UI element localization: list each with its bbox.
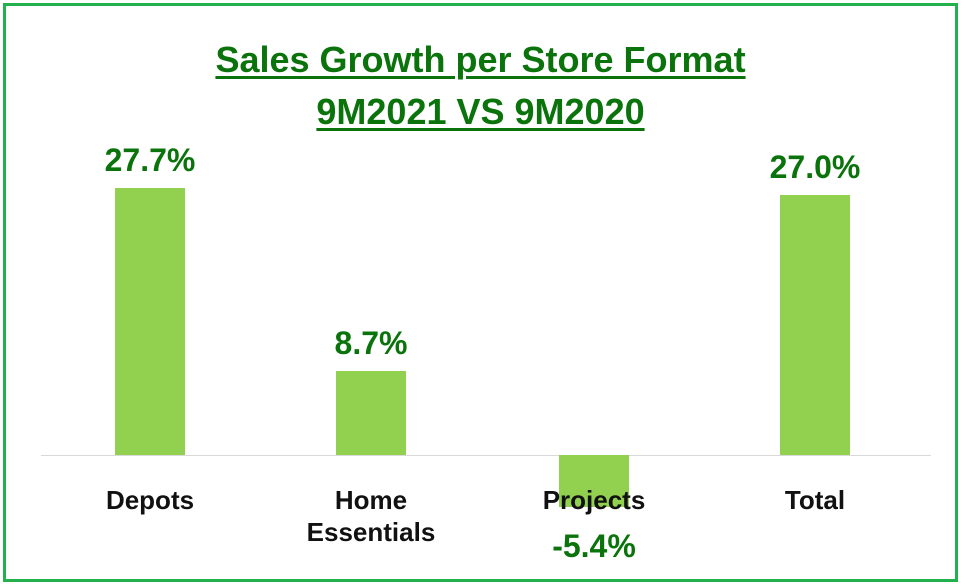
chart-title: Sales Growth per Store Format: [215, 39, 746, 80]
bar: [115, 188, 185, 455]
data-label: 8.7%: [334, 325, 408, 362]
bar: [559, 455, 629, 508]
baseline: [41, 455, 931, 456]
x-tick-label: Total: [784, 485, 846, 515]
data-label: 27.7%: [104, 142, 196, 178]
x-tick-label: Depots: [105, 485, 195, 515]
x-tick-label: Projects: [542, 485, 646, 515]
data-label: -5.4%: [552, 528, 636, 564]
x-tick-label: Home Essentials: [306, 485, 436, 547]
chart: Sales Growth per Store Format 9M2021 VS …: [3, 3, 958, 582]
bar: [336, 371, 406, 455]
chart-subtitle: 9M2021 VS 9M2020: [316, 91, 645, 132]
data-label: 27.0%: [769, 148, 861, 185]
bar: [780, 194, 850, 455]
